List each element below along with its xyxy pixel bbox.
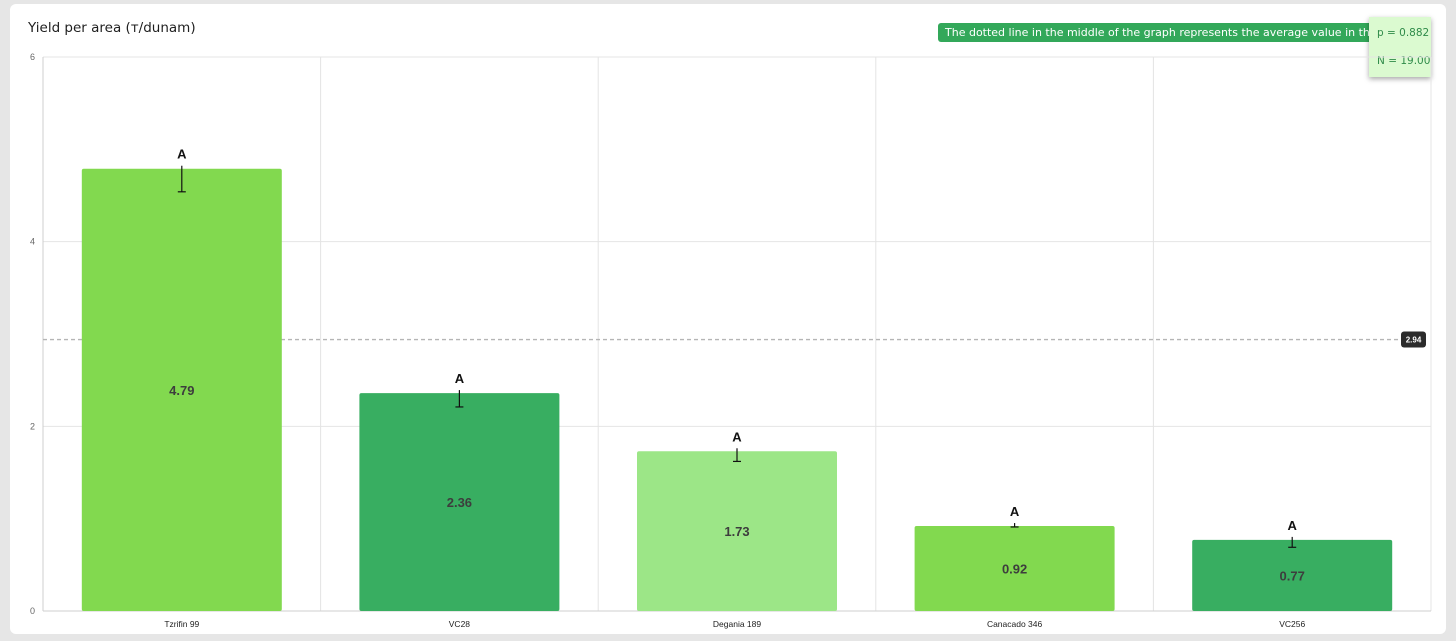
chart-title: Yield per area (т/dunam) [28,20,196,36]
average-line-note: The dotted line in the middle of the gra… [938,23,1378,42]
stats-box: p = 0.882 N = 19.00 [1369,17,1431,77]
bar-value-label: 2.36 [447,495,472,510]
x-tick-label: Tzrifin 99 [164,619,199,629]
average-badge [1401,331,1426,348]
x-tick-label: VC256 [1279,619,1305,629]
bar [637,451,837,611]
x-tick-label: VC28 [449,619,471,629]
bar-value-label: 0.92 [1002,562,1027,577]
y-tick-label: 4 [30,237,35,247]
group-letter: A [455,371,465,386]
y-tick-label: 0 [30,606,35,616]
bar [914,526,1115,611]
y-tick-label: 6 [30,52,35,62]
bar [359,393,560,611]
group-letter: A [177,147,187,162]
p-value: p = 0.882 [1377,27,1430,39]
bar-value-label: 4.79 [169,383,194,398]
group-letter: A [732,429,742,444]
bar [81,168,282,611]
bar [1192,539,1393,611]
group-letter: A [1288,518,1298,533]
bar-value-label: 0.77 [1280,568,1305,583]
x-tick-label: Degania 189 [713,619,761,629]
average-label: 2.94 [1406,336,1422,345]
x-tick-label: Canacado 346 [987,619,1043,629]
n-value: N = 19.00 [1377,55,1431,67]
y-tick-label: 2 [30,421,35,431]
bar-value-label: 1.73 [724,524,749,539]
group-letter: A [1010,504,1020,519]
